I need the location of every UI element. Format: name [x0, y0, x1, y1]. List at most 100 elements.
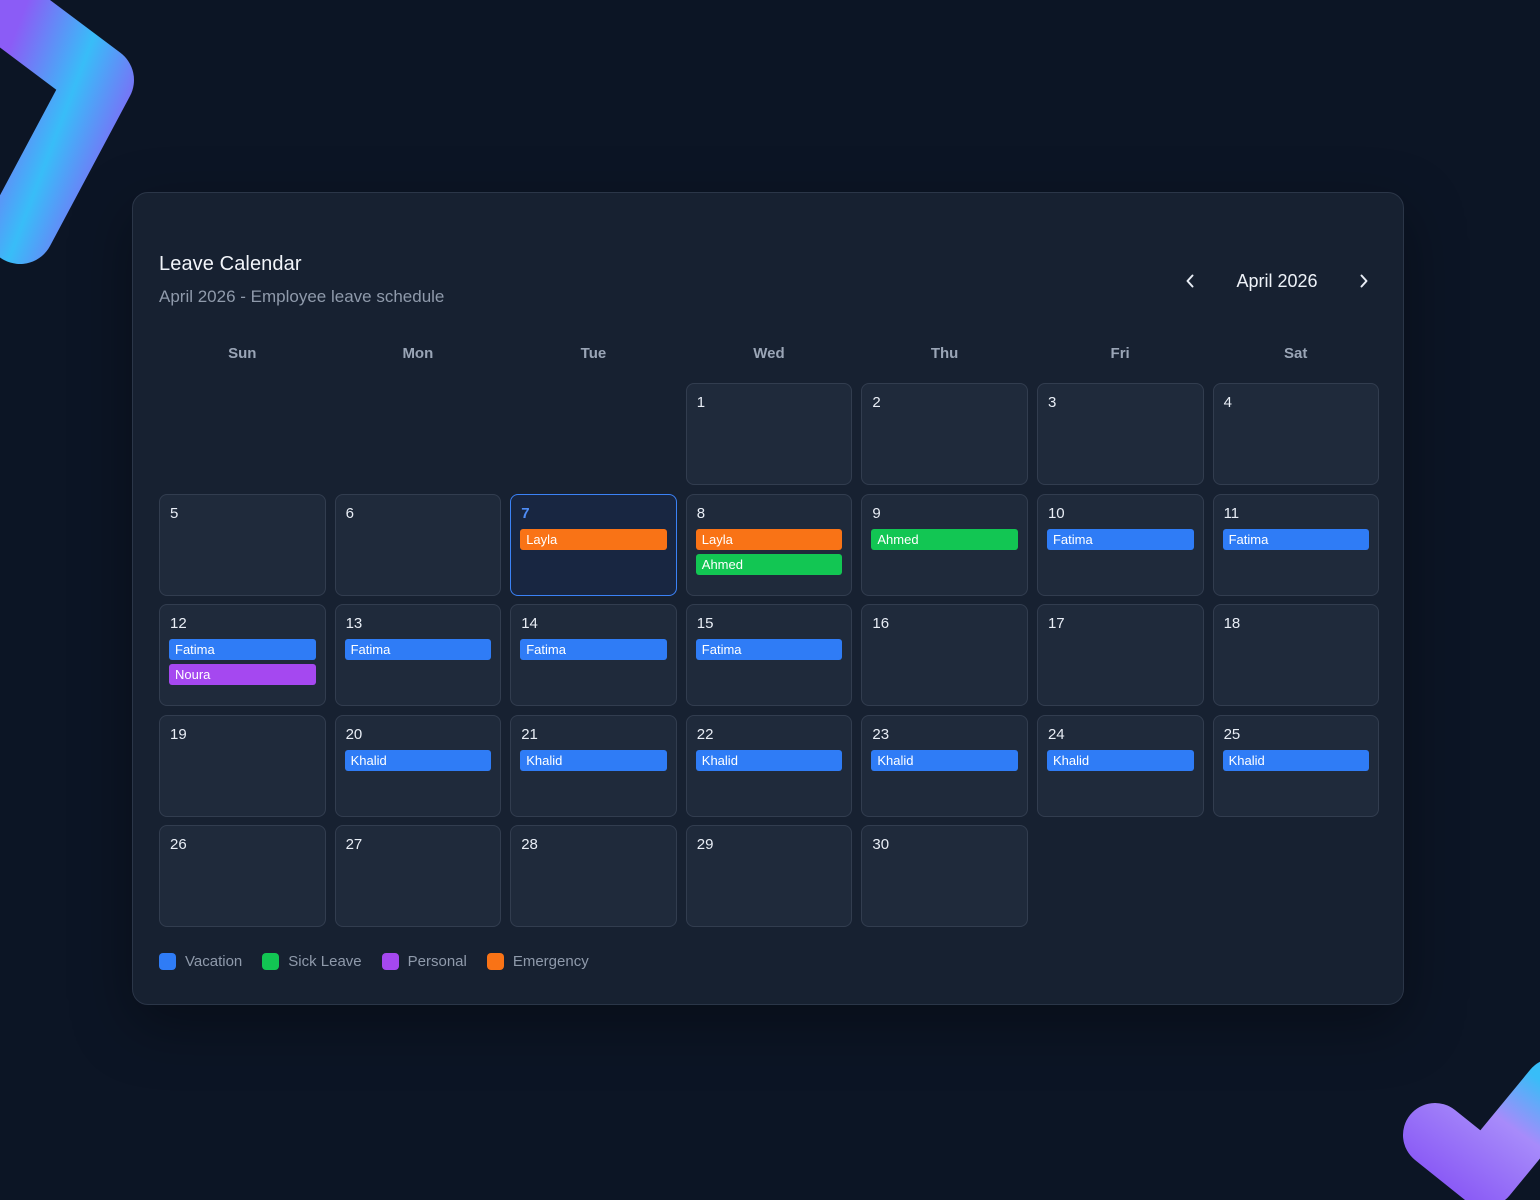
day-cell[interactable]: 4 [1212, 383, 1380, 485]
next-month-button[interactable] [1351, 263, 1377, 299]
leave-event-vacation[interactable]: Khalid [1222, 749, 1370, 771]
day-number: 14 [521, 615, 538, 632]
day-cell[interactable]: 24 Khalid [1036, 714, 1204, 817]
day-number: 23 [872, 725, 890, 743]
day-number: 27 [345, 836, 363, 853]
leave-event-vacation[interactable]: Khalid [520, 749, 667, 771]
day-cell[interactable]: 11 Fatima [1212, 493, 1380, 596]
day-cell[interactable]: 6 [334, 493, 502, 596]
day-cell[interactable]: 12 Fatima Noura [159, 604, 326, 706]
leave-event-vacation[interactable]: Khalid [695, 749, 843, 771]
weekday-tue: Tue [580, 345, 607, 362]
leave-event-personal[interactable]: Noura [169, 664, 316, 685]
day-number: 21 [521, 725, 538, 743]
day-cell[interactable]: 9 Ahmed [861, 493, 1028, 596]
day-number: 8 [696, 504, 706, 522]
leave-event-vacation[interactable]: Fatima [344, 639, 492, 660]
day-cell[interactable]: 30 [861, 825, 1028, 927]
day-number: 7 [521, 504, 530, 522]
leave-event-vacation[interactable]: Khalid [1046, 749, 1194, 771]
legend-swatch [486, 953, 504, 970]
leave-event-emergency[interactable]: Layla [695, 528, 843, 550]
weekday-header-row: Sun Mon Tue Wed Thu Fri Sat [159, 345, 1379, 362]
day-cell[interactable]: 3 [1036, 383, 1204, 485]
leave-event-vacation[interactable]: Fatima [695, 639, 843, 660]
leave-event-emergency[interactable]: Layla [520, 528, 667, 550]
leave-event-vacation[interactable]: Fatima [169, 639, 316, 660]
day-number: 15 [696, 615, 714, 632]
calendar-grid: 1 2 3 4 5 6 7 Layla 8 Layla Ahmed 9 Ahmed 10 Fatima 11 F… [159, 383, 1380, 927]
day-number: 26 [170, 836, 187, 853]
day-number: 17 [1047, 615, 1065, 632]
day-number: 10 [1047, 504, 1065, 522]
day-number: 18 [1223, 615, 1241, 632]
day-cell[interactable]: 26 [159, 825, 326, 927]
leave-event-vacation[interactable]: Khalid [871, 749, 1018, 771]
day-cell[interactable]: 5 [159, 493, 326, 596]
legend-label: Personal [407, 953, 467, 970]
day-cell[interactable]: 20 Khalid [334, 714, 502, 817]
leave-event-vacation[interactable]: Khalid [344, 749, 492, 771]
legend-item-vacation: Vacation [159, 953, 242, 970]
legend-label: Sick Leave [288, 953, 362, 970]
current-month-label: April 2026 [1236, 270, 1318, 291]
day-number: 16 [872, 615, 890, 632]
day-number: 22 [696, 725, 714, 743]
day-cell[interactable]: 29 [685, 825, 853, 927]
day-cell[interactable]: 15 Fatima [685, 604, 853, 706]
day-cell[interactable]: 8 Layla Ahmed [685, 493, 853, 596]
leave-type-legend: Vacation Sick Leave Personal Emergency [159, 953, 609, 970]
weekday-sat: Sat [1284, 345, 1308, 362]
weekday-sun: Sun [228, 345, 257, 362]
day-number: 20 [345, 725, 363, 743]
day-number: 2 [872, 394, 881, 411]
legend-swatch [262, 953, 280, 970]
calendar-title: Leave Calendar [159, 253, 302, 275]
empty-day-cell [335, 383, 502, 485]
leave-calendar-card: Leave Calendar April 2026 - Employee lea… [132, 192, 1404, 1005]
day-number: 13 [345, 615, 363, 632]
day-cell[interactable]: 18 [1212, 604, 1380, 706]
previous-month-button[interactable] [1177, 263, 1203, 299]
legend-swatch [159, 953, 176, 970]
leave-event-vacation[interactable]: Fatima [520, 639, 667, 660]
day-number: 1 [696, 394, 706, 411]
day-number: 24 [1047, 725, 1065, 743]
day-cell[interactable]: 25 Khalid [1212, 714, 1380, 817]
weekday-mon: Mon [402, 345, 434, 362]
day-cell[interactable]: 23 Khalid [861, 714, 1028, 817]
day-cell[interactable]: 19 [159, 714, 326, 817]
day-number: 28 [521, 836, 538, 853]
day-cell[interactable]: 17 [1036, 604, 1204, 706]
leave-event-sick[interactable]: Ahmed [871, 528, 1018, 550]
day-cell[interactable]: 16 [861, 604, 1028, 706]
leave-event-sick[interactable]: Ahmed [695, 553, 843, 575]
day-cell[interactable]: 13 Fatima [334, 604, 502, 706]
weekday-wed: Wed [753, 345, 785, 362]
chevron-left-icon [1186, 274, 1194, 288]
month-navigation: April 2026 [1177, 263, 1377, 299]
leave-event-vacation[interactable]: Fatima [1046, 528, 1194, 550]
weekday-thu: Thu [930, 345, 959, 362]
legend-item-personal: Personal [381, 953, 467, 970]
day-number: 12 [170, 615, 187, 632]
leave-event-vacation[interactable]: Fatima [1222, 528, 1370, 550]
day-cell[interactable]: 10 Fatima [1036, 493, 1204, 596]
decorative-check-shape [1403, 1061, 1540, 1200]
day-number: 25 [1223, 725, 1241, 743]
day-number: 30 [872, 836, 890, 853]
day-number: 6 [345, 504, 354, 522]
day-cell-today[interactable]: 7 Layla [510, 493, 677, 596]
day-cell[interactable]: 2 [861, 383, 1028, 485]
day-cell[interactable]: 21 Khalid [510, 714, 677, 817]
day-cell[interactable]: 22 Khalid [685, 714, 853, 817]
day-number: 11 [1223, 504, 1240, 522]
day-cell[interactable]: 28 [510, 825, 677, 927]
day-cell[interactable]: 14 Fatima [510, 604, 677, 706]
day-number: 3 [1047, 394, 1057, 411]
day-cell[interactable]: 1 [685, 383, 853, 485]
day-cell[interactable]: 27 [334, 825, 502, 927]
day-number: 4 [1223, 394, 1232, 411]
day-number: 9 [872, 504, 881, 522]
